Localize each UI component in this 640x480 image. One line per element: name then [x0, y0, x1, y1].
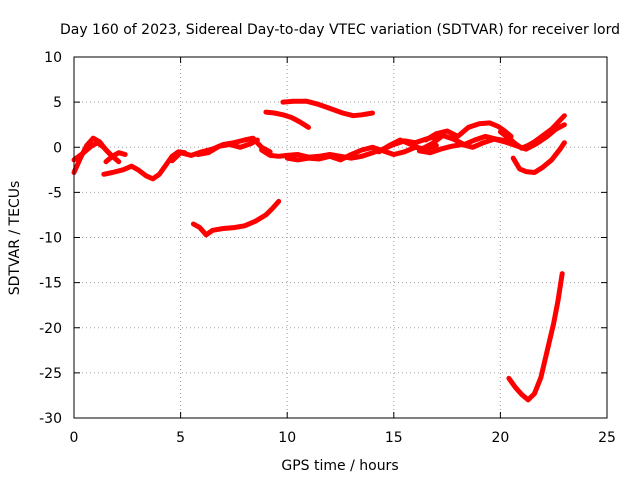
y-tick-label: -25 — [39, 366, 62, 382]
series-line-sat-c — [101, 149, 188, 182]
y-tick-label: -10 — [39, 231, 62, 247]
y-tick-label: 10 — [44, 50, 62, 66]
y-tick-label: -20 — [39, 321, 62, 337]
x-tick-label: 25 — [598, 430, 616, 446]
y-axis-label: SDTVAR / TECUs — [7, 181, 23, 296]
series-line-sat-b — [71, 140, 113, 163]
y-tick-label: -5 — [48, 185, 62, 201]
y-tick-label: 5 — [53, 95, 62, 111]
series-line-sat-g — [190, 198, 282, 238]
series-line-sat-n — [416, 122, 567, 156]
series-line-sat-d — [103, 150, 128, 165]
series-line-sat-p — [510, 140, 567, 175]
y-tick-label: -15 — [39, 276, 62, 292]
series-line-sat-o — [497, 113, 567, 151]
series-line-sat-m — [423, 120, 514, 143]
axis-ticks: 0 5 10 15 20 25 10 5 0 -5 -10 -15 -20 -25 -30 — [39, 50, 616, 446]
x-tick-label: 5 — [176, 430, 185, 446]
series-line-sat-i — [280, 98, 375, 119]
x-tick-label: 0 — [70, 430, 79, 446]
series-line-sat-q — [506, 271, 565, 403]
x-tick-label: 10 — [278, 430, 296, 446]
series-line-sat-h — [263, 109, 311, 130]
x-axis-label: GPS time / hours — [281, 458, 398, 474]
series-line-sat-l — [376, 133, 510, 155]
y-tick-label: 0 — [53, 140, 62, 156]
x-tick-label: 20 — [491, 430, 509, 446]
data-series — [71, 98, 567, 403]
y-tick-label: -30 — [39, 411, 62, 427]
series-line-sat-k — [284, 142, 439, 163]
x-tick-label: 15 — [385, 430, 403, 446]
chart-title: Day 160 of 2023, Sidereal Day-to-day VTE… — [60, 22, 620, 38]
series-line-sat-f — [195, 137, 260, 157]
